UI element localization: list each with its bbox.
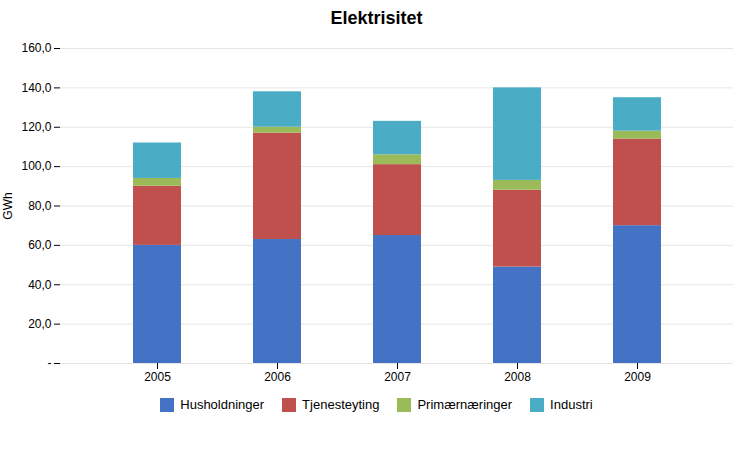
svg-text:80,0: 80,0	[28, 199, 52, 213]
svg-text:GWh: GWh	[1, 192, 15, 219]
svg-text:40,0: 40,0	[28, 278, 52, 292]
html-text:Elektrisitet: Elektrisitet	[330, 8, 423, 28]
svg-text:140,0: 140,0	[21, 81, 51, 95]
svg-text:2007: 2007	[384, 370, 411, 384]
svg-text:2008: 2008	[504, 370, 531, 384]
svg-text:2009: 2009	[624, 370, 651, 384]
svg-text:120,0: 120,0	[21, 120, 51, 134]
svg-text:-: -	[48, 356, 52, 370]
svg-text:2006: 2006	[264, 370, 291, 384]
svg-text:20,0: 20,0	[28, 317, 52, 331]
html-text:Tjenesteyting: Tjenesteyting	[302, 397, 380, 412]
svg-text:2005: 2005	[144, 370, 171, 384]
html-text:Industri: Industri	[550, 397, 593, 412]
svg-text:160,0: 160,0	[21, 41, 51, 55]
svg-text:60,0: 60,0	[28, 238, 52, 252]
svg-text:100,0: 100,0	[21, 159, 51, 173]
html-text:Husholdninger: Husholdninger	[180, 397, 265, 412]
html-text:Primærnæringer: Primærnæringer	[417, 397, 513, 412]
